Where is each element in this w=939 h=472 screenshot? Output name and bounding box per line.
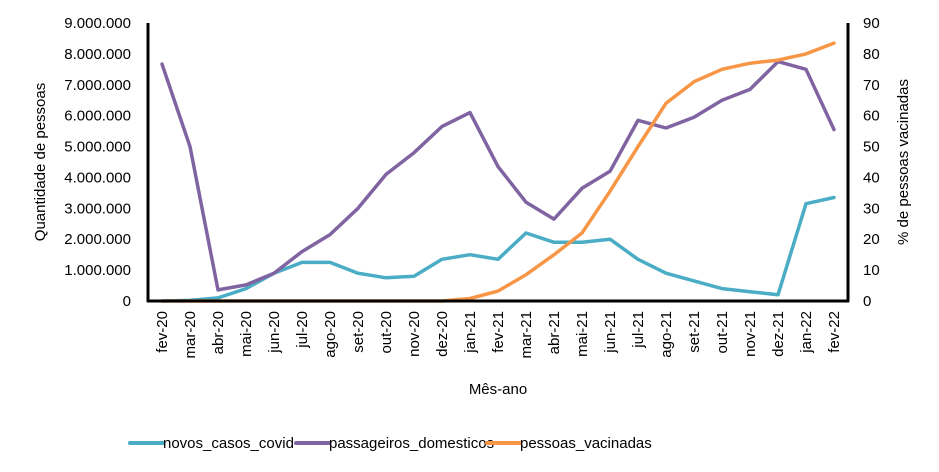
left-y-tick-label: 8.000.000	[64, 46, 131, 63]
series-line-pessoas-vacinadas	[160, 41, 836, 303]
right-y-tick-label: 90	[863, 15, 880, 32]
right-y-tick-label: 0	[863, 293, 871, 310]
left-y-tick-label: 4.000.000	[64, 169, 131, 186]
x-tick-label: set-21	[686, 311, 703, 353]
x-tick-label: mar-21	[518, 311, 535, 359]
legend-label: novos_casos_covid	[163, 435, 294, 452]
x-tick-label: jul-21	[630, 311, 647, 349]
left-y-tick-label: 5.000.000	[64, 139, 131, 156]
legend-label: pessoas_vacinadas	[520, 435, 652, 452]
left-y-tick-label: 9.000.000	[64, 15, 131, 32]
x-tick-label: set-20	[350, 311, 367, 353]
x-tick-label: jun-20	[266, 311, 283, 354]
right-y-tick-label: 60	[863, 108, 880, 125]
x-tick-label: abr-20	[210, 311, 227, 354]
legend-item-passageiros-domesticos: passageiros_domesticos	[294, 435, 494, 452]
right-y-tick-labels: 0 10 20 30 40 50 60 70 80 90	[863, 15, 880, 310]
x-tick-label: jan-21	[462, 311, 479, 354]
right-y-tick-label: 10	[863, 262, 880, 279]
x-tick-label: dez-20	[434, 311, 451, 357]
x-tick-label: mai-21	[574, 311, 591, 357]
x-tick-label: fev-21	[490, 311, 507, 353]
x-tick-labels: fev-20 mar-20 abr-20 mai-20 jun-20 jul-20 ago-…	[154, 311, 843, 359]
x-tick-label: fev-22	[826, 311, 843, 353]
x-tick-label: out-21	[714, 311, 731, 354]
x-tick-label: jul-20	[294, 311, 311, 349]
legend-label: passageiros_domesticos	[329, 435, 494, 452]
x-tick-label: mai-20	[238, 311, 255, 357]
x-tick-label: ago-21	[658, 311, 675, 358]
left-y-tick-labels: 0 1.000.000 2.000.000 3.000.000 4.000.000 5.0…	[64, 15, 131, 310]
left-y-tick-label: 6.000.000	[64, 108, 131, 125]
right-y-tick-label: 30	[863, 200, 880, 217]
legend-item-pessoas-vacinadas: pessoas_vacinadas	[485, 435, 652, 452]
plot-lines	[160, 41, 836, 303]
x-tick-label: jan-22	[798, 311, 815, 354]
left-y-tick-label: 7.000.000	[64, 77, 131, 94]
right-y-tick-label: 80	[863, 46, 880, 63]
left-y-tick-label: 1.000.000	[64, 262, 131, 279]
x-tick-label: fev-20	[154, 311, 171, 353]
left-y-tick-label: 2.000.000	[64, 231, 131, 248]
right-y-tick-label: 40	[863, 169, 880, 186]
x-tick-label: out-20	[378, 311, 395, 354]
left-y-tick-label: 0	[123, 293, 131, 310]
right-y-axis-title: % de pessoas vacinadas	[895, 79, 912, 245]
x-tick-label: nov-21	[742, 311, 759, 357]
series-line-passageiros-domesticos	[160, 59, 836, 292]
legend: novos_casos_covid passageiros_domesticos p…	[128, 435, 652, 452]
x-tick-label: jun-21	[602, 311, 619, 354]
x-tick-label: dez-21	[770, 311, 787, 357]
right-y-tick-label: 70	[863, 77, 880, 94]
right-y-tick-label: 20	[863, 231, 880, 248]
x-tick-label: nov-20	[406, 311, 423, 357]
left-y-axis-title: Quantidade de pessoas	[32, 83, 49, 241]
x-tick-label: mar-20	[182, 311, 199, 359]
x-tick-label: abr-21	[546, 311, 563, 354]
right-y-tick-label: 50	[863, 139, 880, 156]
legend-item-novos-casos-covid: novos_casos_covid	[128, 435, 294, 452]
series-line-novos-casos-covid	[160, 195, 836, 303]
x-tick-label: ago-20	[322, 311, 339, 358]
left-y-tick-label: 3.000.000	[64, 200, 131, 217]
x-axis-title: Mês-ano	[469, 381, 527, 398]
